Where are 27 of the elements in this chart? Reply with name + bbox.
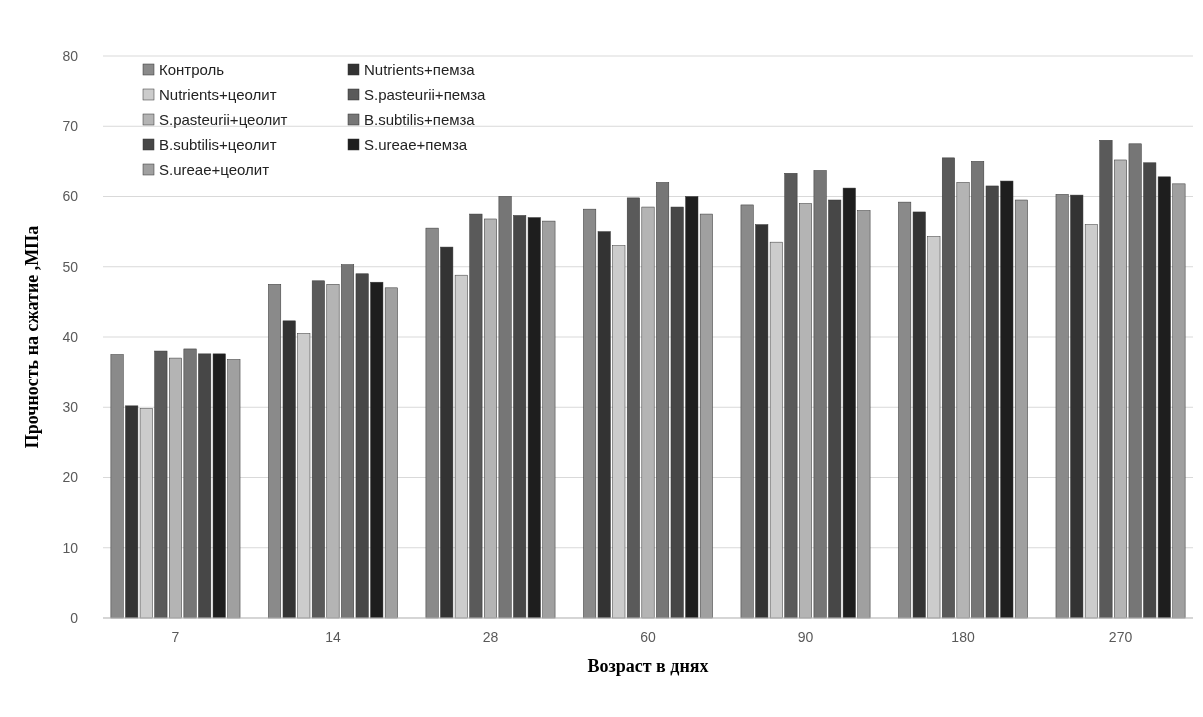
y-tick-label: 0 — [70, 609, 79, 626]
y-tick-label: 30 — [62, 399, 79, 416]
y-tick-label: 20 — [62, 469, 79, 486]
legend-label: S.pasteurii+цеолит — [159, 111, 288, 129]
y-tick-label: 60 — [62, 188, 79, 205]
y-tick-label: 70 — [62, 118, 79, 135]
y-tick-label: 50 — [62, 258, 79, 275]
legend-label: B.subtilis+пемза — [364, 111, 476, 129]
legend-label: S.ureae+цеолит — [159, 161, 270, 179]
y-axis-title: Прочность на сжатие ,МПа — [22, 225, 42, 449]
legend-label: S.ureae+пемза — [364, 136, 468, 154]
y-tick-label: 80 — [62, 47, 79, 64]
x-tick-label: 90 — [797, 629, 814, 645]
x-axis-title: Возраст в днях — [587, 656, 709, 676]
legend-label: S.pasteurii+пемза — [364, 86, 487, 104]
x-tick-label: 7 — [171, 629, 180, 645]
y-tick-label: 10 — [62, 539, 79, 556]
x-tick-label: 28 — [482, 629, 499, 645]
legend-label: Nutrients+пемза — [364, 61, 476, 79]
x-tick-label: 14 — [325, 629, 341, 645]
y-tick-label: 40 — [62, 328, 79, 345]
legend-label: Nutrients+цеолит — [159, 86, 277, 104]
legend-label: B.subtilis+цеолит — [159, 136, 277, 154]
x-tick-label: 180 — [951, 629, 975, 645]
x-tick-label: 270 — [1108, 629, 1133, 645]
x-tick-label: 60 — [640, 629, 656, 645]
legend-label: Контроль — [159, 61, 225, 79]
